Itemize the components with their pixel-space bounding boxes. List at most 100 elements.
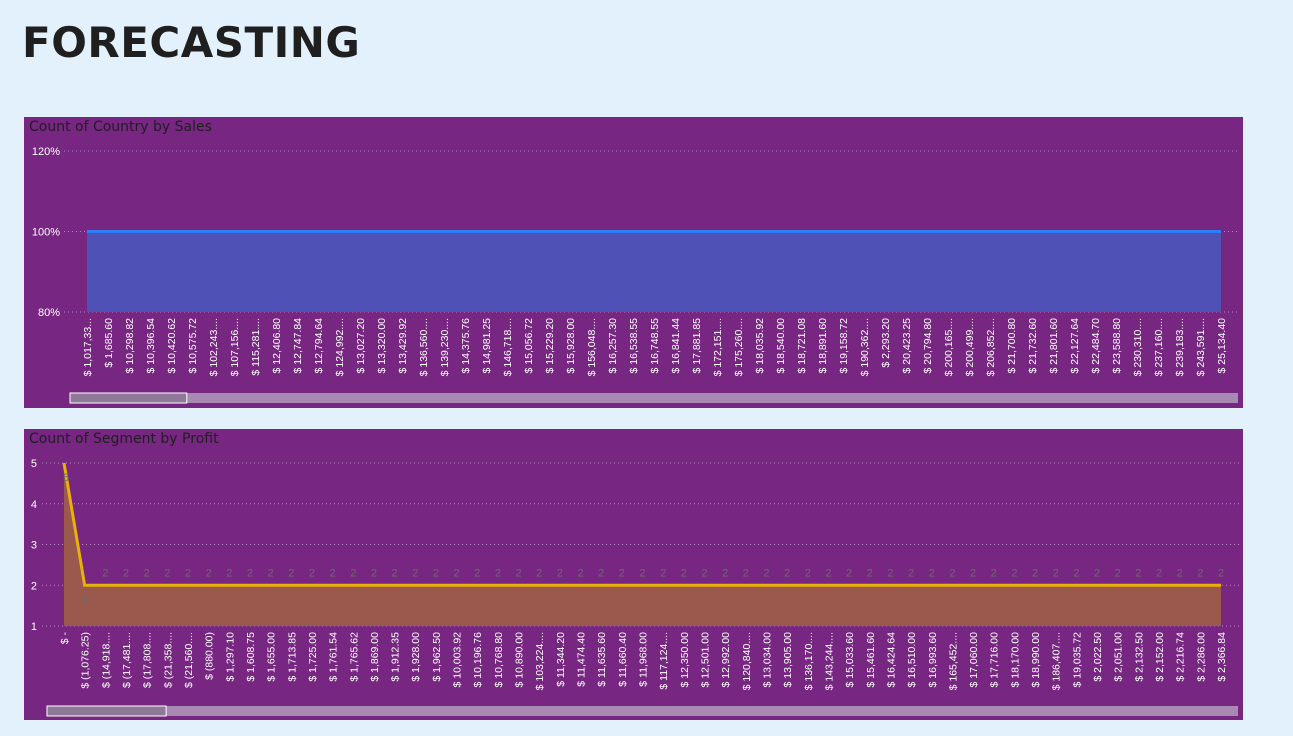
data-point	[476, 584, 479, 587]
data-label: 2	[949, 567, 955, 579]
x-tick-label: $ 16,538.55	[628, 318, 640, 374]
data-label: 2	[681, 567, 687, 579]
data-point	[620, 584, 623, 587]
data-label: 2	[247, 567, 253, 579]
x-tick-label: $ 18,170.00	[1009, 632, 1021, 688]
x-tick-label: $ 1,912.35	[390, 632, 402, 682]
x-tick-label: $ 14,981.25	[481, 318, 493, 374]
data-label: 2	[557, 567, 563, 579]
data-point	[1157, 230, 1160, 233]
x-tick-label: $ 14,375.76	[460, 318, 472, 374]
x-tick-label: $ 1,765.62	[348, 632, 360, 682]
data-label: 2	[82, 594, 88, 606]
data-point	[972, 584, 975, 587]
x-tick-label: $ 16,510.00	[906, 632, 918, 688]
x-tick-label: $ 16,424.64	[885, 632, 897, 688]
data-point	[821, 230, 824, 233]
scrollbar-track	[70, 393, 1238, 403]
data-label: 2	[577, 567, 583, 579]
data-point	[149, 230, 152, 233]
data-point	[422, 230, 425, 233]
scrollbar-thumb[interactable]	[69, 392, 188, 404]
x-tick-label: $ 13,027.20	[355, 318, 367, 374]
data-point	[930, 584, 933, 587]
data-label: 2	[268, 567, 274, 579]
x-tick-label: $ 10,196.76	[472, 632, 484, 688]
x-tick-label: $ 1,761.54	[328, 632, 340, 682]
data-label: 2	[185, 567, 191, 579]
data-label: 5	[63, 472, 69, 484]
x-tick-label: $ 21,732.60	[1027, 318, 1039, 374]
x-tick-label: $ 239,183....	[1174, 318, 1186, 376]
data-label: 2	[639, 567, 645, 579]
data-point	[443, 230, 446, 233]
data-point	[380, 230, 383, 233]
data-label: 2	[660, 567, 666, 579]
data-label: 2	[929, 567, 935, 579]
data-label: 2	[825, 567, 831, 579]
data-label: 2	[619, 567, 625, 579]
data-label: 2	[226, 567, 232, 579]
x-tick-label: $ 2,366.84	[1216, 632, 1228, 682]
x-tick-label: $ 17,881.85	[691, 318, 703, 374]
x-tick-label: $ 175,260....	[733, 318, 745, 376]
x-tick-label: $ 11,968.00	[638, 632, 650, 687]
scrollbar-track	[47, 706, 1238, 716]
data-point	[359, 230, 362, 233]
data-point	[1199, 584, 1202, 587]
data-point	[786, 584, 789, 587]
data-label: 2	[474, 567, 480, 579]
data-point	[401, 230, 404, 233]
data-label: 2	[887, 567, 893, 579]
data-point	[1073, 230, 1076, 233]
x-tick-label: $ 1,725.00	[307, 632, 319, 682]
x-tick-label: $ 206,852....	[985, 318, 997, 376]
data-point	[703, 584, 706, 587]
x-tick-label: $ 1,608.75	[245, 632, 257, 682]
x-tick-label: $ 2,132.50	[1133, 632, 1145, 682]
data-label: 2	[1156, 567, 1162, 579]
data-point	[611, 230, 614, 233]
profit-chart-title: Count of Segment by Profit	[29, 431, 219, 447]
x-tick-label: $ 117,124....	[658, 632, 670, 690]
data-point	[455, 584, 458, 587]
x-tick-label: $ 2,152.00	[1154, 632, 1166, 682]
data-point	[558, 584, 561, 587]
x-tick-label: $ 1,869.00	[369, 632, 381, 682]
x-tick-label: $ 102,243....	[208, 318, 220, 376]
data-label: 2	[206, 567, 212, 579]
data-point	[464, 230, 467, 233]
x-tick-label: $ 1,297.10	[224, 632, 236, 682]
data-point	[496, 584, 499, 587]
x-tick-label: $ 15,033.60	[844, 632, 856, 688]
data-point	[579, 584, 582, 587]
x-tick-label: $ 20,794.80	[922, 318, 934, 374]
data-label: 2	[371, 567, 377, 579]
x-tick-label: $ 18,721.08	[796, 318, 808, 374]
x-tick-label: $ 2,286.00	[1195, 632, 1207, 682]
x-tick-label: $ 12,501.00	[699, 632, 711, 688]
data-point	[1010, 230, 1013, 233]
x-tick-label: $ 17,716.00	[989, 632, 1001, 688]
x-tick-label: $ 11,474.40	[576, 632, 588, 687]
y-tick-label: 80%	[38, 307, 60, 319]
data-point	[1178, 584, 1181, 587]
data-point	[254, 230, 257, 233]
x-tick-label: $ 10,890.00	[514, 632, 526, 688]
data-point	[1116, 584, 1119, 587]
x-tick-label: $ 17,060.00	[968, 632, 980, 688]
sales-chart-title: Count of Country by Sales	[29, 119, 212, 135]
x-tick-label: $ 243,591....	[1195, 318, 1207, 376]
data-point	[166, 584, 169, 587]
x-tick-label: $ 10,420.62	[166, 318, 178, 374]
x-tick-label: $ 13,905.00	[782, 632, 794, 688]
data-point	[207, 584, 210, 587]
data-label: 2	[991, 567, 997, 579]
data-point	[170, 230, 173, 233]
data-point	[951, 584, 954, 587]
scrollbar-thumb[interactable]	[46, 705, 167, 717]
x-tick-label: $ 23,588.80	[1111, 318, 1123, 374]
data-label: 2	[1073, 567, 1079, 579]
data-point	[1220, 584, 1223, 587]
x-tick-label: $ 190,362....	[859, 318, 871, 376]
